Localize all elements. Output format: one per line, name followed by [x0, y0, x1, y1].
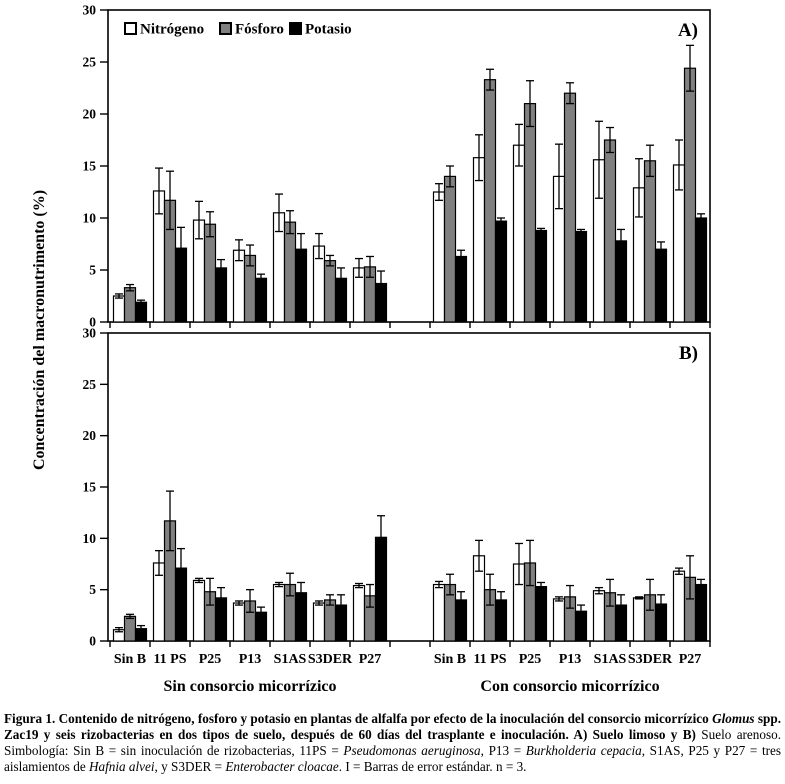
- bar: [254, 277, 268, 323]
- y-tick-label: 10: [83, 531, 97, 546]
- bar: [312, 602, 326, 642]
- caption-segment: . I = Barras de error estándar. n = 3.: [338, 759, 527, 775]
- bar: [112, 295, 126, 323]
- caption-segment: Pseudomonas aeruginosa: [343, 743, 481, 759]
- caption-segment: Glomus: [712, 711, 755, 726]
- caption-segment: Burkholderia cepacia: [525, 743, 642, 759]
- caption-segment: , P13 =: [480, 743, 526, 759]
- y-tick-label: 25: [83, 55, 97, 70]
- bar: [552, 598, 566, 642]
- y-tick-label: 30: [83, 3, 97, 18]
- x-category-label: S1AS: [594, 652, 627, 667]
- bar: [272, 583, 286, 642]
- y-tick-label: 0: [89, 634, 96, 649]
- bar: [694, 583, 708, 642]
- x-category-label: Sin B: [114, 652, 146, 667]
- bar: [443, 175, 457, 323]
- bar: [432, 583, 446, 642]
- y-tick-label: 15: [83, 480, 97, 495]
- bar: [534, 229, 548, 323]
- bar: [603, 139, 617, 323]
- bar: [323, 260, 337, 323]
- chart-canvas: Concentración del macronutrimento (%) 0 5…: [31, 3, 711, 695]
- bar: [494, 220, 508, 323]
- x-category-label: P25: [519, 652, 542, 667]
- x-category-label: S1AS: [274, 652, 307, 667]
- bar: [323, 599, 337, 642]
- legend-marker-Potasio: [289, 22, 302, 35]
- bar: [472, 157, 486, 323]
- bar: [283, 221, 297, 323]
- y-tick-label: 5: [89, 263, 96, 278]
- x-category-label: P27: [359, 652, 382, 667]
- caption-segment: Suelo arenoso. Simbología: Sin B = sin i…: [4, 727, 781, 759]
- caption-segment: Hafnia alvei: [88, 759, 155, 775]
- legend-label: Nitrógeno: [140, 22, 204, 38]
- section-label: Con consorcio micorrízico: [480, 678, 659, 695]
- bar: [563, 92, 577, 323]
- x-category-label: Sin B: [434, 652, 466, 667]
- bar: [672, 570, 686, 642]
- legend-label: Fósforo: [235, 22, 284, 38]
- x-category-label: P13: [559, 652, 582, 667]
- bar: [523, 102, 537, 323]
- bar: [454, 255, 468, 323]
- caption-segment: Figura 1. Contenido de nitrógeno, fosfor…: [4, 711, 713, 726]
- bar: [643, 160, 657, 323]
- x-category-label: P25: [199, 652, 222, 667]
- bar: [574, 230, 588, 323]
- y-tick-label: 5: [89, 582, 96, 597]
- y-tick-label: 20: [83, 107, 97, 122]
- bar: [694, 217, 708, 323]
- caption-segment: spp. Zac19 y seis rizobacterias en dos t…: [4, 711, 781, 743]
- legend-marker-Fósforo: [219, 22, 232, 35]
- x-category-label: P27: [679, 652, 702, 667]
- bar: [203, 223, 217, 323]
- bar: [192, 579, 206, 642]
- y-tick-label: 25: [83, 377, 97, 392]
- x-category-label: 11 PS: [473, 652, 506, 667]
- y-tick-label: 15: [83, 159, 97, 174]
- bar: [534, 585, 548, 642]
- bar: [352, 584, 366, 642]
- x-category-label: 11 PS: [153, 652, 186, 667]
- legend-marker-Nitrógeno: [124, 22, 137, 35]
- caption-segment: Enterobacter cloacae: [225, 759, 339, 775]
- bar: [483, 79, 497, 323]
- x-category-label: S3DER: [308, 652, 353, 667]
- y-tick-label: 30: [83, 326, 97, 341]
- y-axis-title: Concentración del macronutrimento (%): [31, 190, 48, 470]
- bar: [123, 287, 137, 323]
- bar: [654, 248, 668, 323]
- panel-label-A: A): [678, 20, 698, 41]
- bar: [632, 597, 646, 642]
- bar: [232, 602, 246, 642]
- bar: [123, 615, 137, 642]
- caption-segment: , y S3DER =: [154, 759, 226, 775]
- x-category-label: P13: [239, 652, 262, 667]
- y-tick-label: 10: [83, 211, 97, 226]
- bar: [512, 144, 526, 323]
- bar: [683, 67, 697, 323]
- bar: [432, 191, 446, 323]
- bar: [614, 240, 628, 323]
- bar: [592, 590, 606, 642]
- y-tick-label: 20: [83, 428, 97, 443]
- x-category-label: S3DER: [628, 652, 673, 667]
- panel-label-B: B): [679, 343, 698, 364]
- figure-caption: Figura 1. Contenido de nitrógeno, fosfor…: [4, 711, 781, 775]
- y-tick-label: 0: [89, 315, 96, 330]
- section-label: Sin consorcio micorrízico: [164, 678, 337, 695]
- bar: [134, 301, 148, 323]
- legend-label: Potasio: [305, 22, 352, 38]
- caption-segment: , S1AS, P25 y P27 = tres aislamientos de: [4, 743, 782, 775]
